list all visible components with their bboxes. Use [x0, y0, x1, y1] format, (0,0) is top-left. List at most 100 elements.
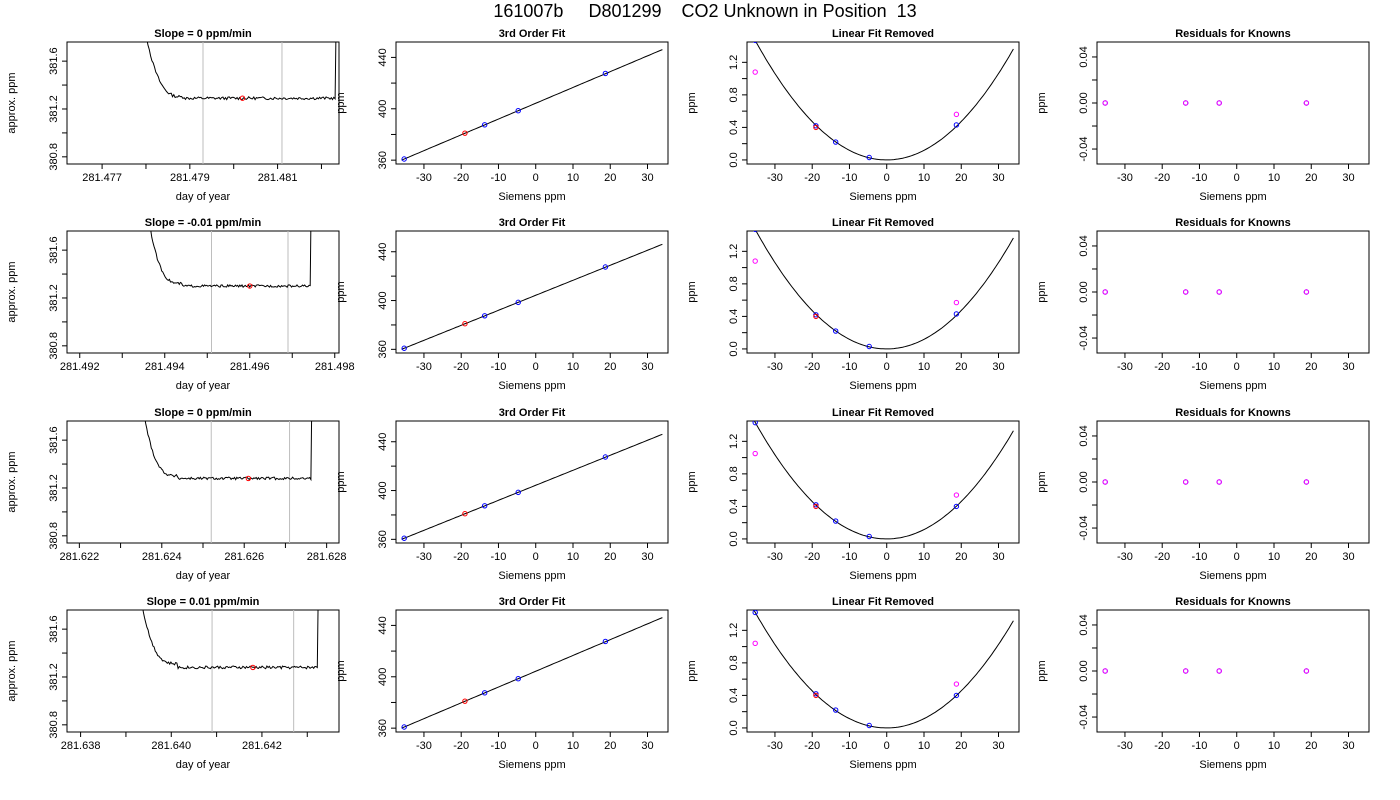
plot-area	[752, 231, 1014, 350]
x-tick-label: 20	[1305, 740, 1317, 752]
x-tick-label: -20	[453, 172, 469, 184]
x-tick-label: -30	[416, 361, 432, 373]
data-point-unknown	[1182, 668, 1189, 674]
y-tick-label: 400	[377, 668, 389, 686]
chart-title: Linear Fit Removed	[832, 28, 934, 40]
y-tick-label: 360	[377, 340, 389, 358]
x-tick-label: -10	[1192, 551, 1208, 563]
data-point-current	[813, 124, 819, 131]
y-tick-label: 360	[377, 530, 389, 548]
x-tick-label: 10	[567, 361, 579, 373]
y-tick-label: 381.2	[48, 95, 60, 123]
y-tick-label: 0.8	[728, 655, 740, 670]
fit-curve	[401, 433, 663, 540]
data-point-known	[866, 722, 872, 729]
y-tick-label: 0.8	[728, 466, 740, 481]
x-tick-label: 30	[641, 172, 653, 184]
x-tick-label: 30	[641, 361, 653, 373]
data-point-known	[866, 343, 872, 350]
chart-title: 3rd Order Fit	[499, 407, 566, 419]
x-axis-label: day of year	[176, 380, 231, 392]
data-point-known	[953, 503, 960, 510]
plot-area	[401, 49, 663, 162]
x-tick-label: -10	[491, 361, 507, 373]
y-tick-label: 1.2	[728, 623, 740, 638]
data-point-known	[481, 313, 488, 319]
x-tick-label: 10	[918, 361, 930, 373]
x-tick-label: 281.479	[170, 172, 210, 184]
x-tick-label: 0	[533, 172, 539, 184]
data-point-unknown	[1182, 479, 1189, 485]
plot-area	[401, 243, 663, 351]
data-point-unknown	[1102, 668, 1108, 674]
chart-title: Residuals for Knowns	[1175, 596, 1291, 608]
plot-area	[1102, 289, 1310, 295]
current-sample-point	[250, 664, 256, 671]
x-tick-label: 20	[1305, 551, 1317, 563]
data-point-known	[866, 154, 872, 161]
x-tick-label: 20	[955, 551, 967, 563]
data-point-unknown	[1303, 668, 1310, 674]
x-tick-label: 0	[884, 361, 890, 373]
y-tick-label: 0.0	[728, 341, 740, 356]
x-tick-label: 10	[567, 551, 579, 563]
data-point-unknown	[752, 450, 758, 457]
y-tick-label: 0.4	[728, 309, 740, 324]
chart-title: 3rd Order Fit	[499, 28, 566, 40]
y-tick-label: 380.8	[48, 332, 60, 360]
y-tick-label: -0.04	[1078, 704, 1090, 729]
x-tick-label: 30	[641, 551, 653, 563]
y-axis-label: approx. ppm	[6, 72, 18, 133]
x-tick-label: 30	[1342, 172, 1354, 184]
x-tick-label: -10	[1192, 172, 1208, 184]
y-tick-label: 0.4	[728, 120, 740, 135]
chart-panel-row3-fit: 3rd Order Fit Siemens ppm ppm -30 -20 -10 0 10 2…	[335, 407, 669, 582]
plot-area	[752, 421, 1014, 540]
y-axis-label: ppm	[335, 92, 347, 113]
y-axis-label: ppm	[1036, 471, 1048, 492]
data-point-current	[462, 130, 468, 136]
y-tick-label: 0.4	[728, 688, 740, 703]
data-point-unknown	[1102, 100, 1108, 106]
y-axis-label: approx. ppm	[6, 451, 18, 512]
plot-area	[401, 617, 663, 730]
y-tick-label: 0.04	[1078, 425, 1090, 446]
y-tick-label: 440	[377, 243, 389, 261]
x-tick-label: -30	[1117, 740, 1133, 752]
chart-title: Slope = -0.01 ppm/min	[145, 217, 262, 229]
plot-area	[1102, 100, 1310, 106]
x-axis-label: Siemens ppm	[498, 380, 565, 392]
x-tick-label: -10	[491, 551, 507, 563]
data-point-unknown	[1216, 100, 1222, 106]
chart-panel-row3-residuals: Residuals for Knowns Siemens ppm ppm -30 -20…	[1036, 407, 1370, 582]
y-tick-label: 0.8	[728, 87, 740, 102]
x-axis-label: Siemens ppm	[849, 191, 916, 203]
y-tick-label: 0.4	[728, 499, 740, 514]
plot-area	[752, 42, 1014, 161]
data-point-unknown	[1102, 289, 1108, 295]
y-tick-label: 0.04	[1078, 614, 1090, 635]
y-tick-label: -0.04	[1078, 515, 1090, 540]
y-tick-label: -0.04	[1078, 325, 1090, 350]
data-point-known	[401, 345, 407, 351]
x-tick-label: -30	[416, 740, 432, 752]
x-axis-label: Siemens ppm	[1199, 570, 1266, 582]
data-point-known	[832, 518, 839, 524]
data-point-unknown	[1303, 289, 1310, 295]
x-tick-label: 0	[533, 551, 539, 563]
x-tick-label: -20	[453, 740, 469, 752]
data-point-unknown	[1182, 289, 1189, 295]
y-tick-label: 1.2	[728, 434, 740, 449]
x-tick-label: -20	[453, 361, 469, 373]
y-tick-label: 440	[377, 48, 389, 66]
data-point-known	[515, 108, 521, 114]
x-tick-label: 0	[533, 740, 539, 752]
x-axis-label: Siemens ppm	[498, 759, 565, 771]
x-tick-label: -20	[1154, 361, 1170, 373]
y-tick-label: 380.8	[48, 143, 60, 171]
x-tick-label: -20	[804, 740, 820, 752]
x-tick-label: 30	[1342, 551, 1354, 563]
y-tick-label: 0.04	[1078, 235, 1090, 256]
fit-curve	[401, 49, 663, 161]
